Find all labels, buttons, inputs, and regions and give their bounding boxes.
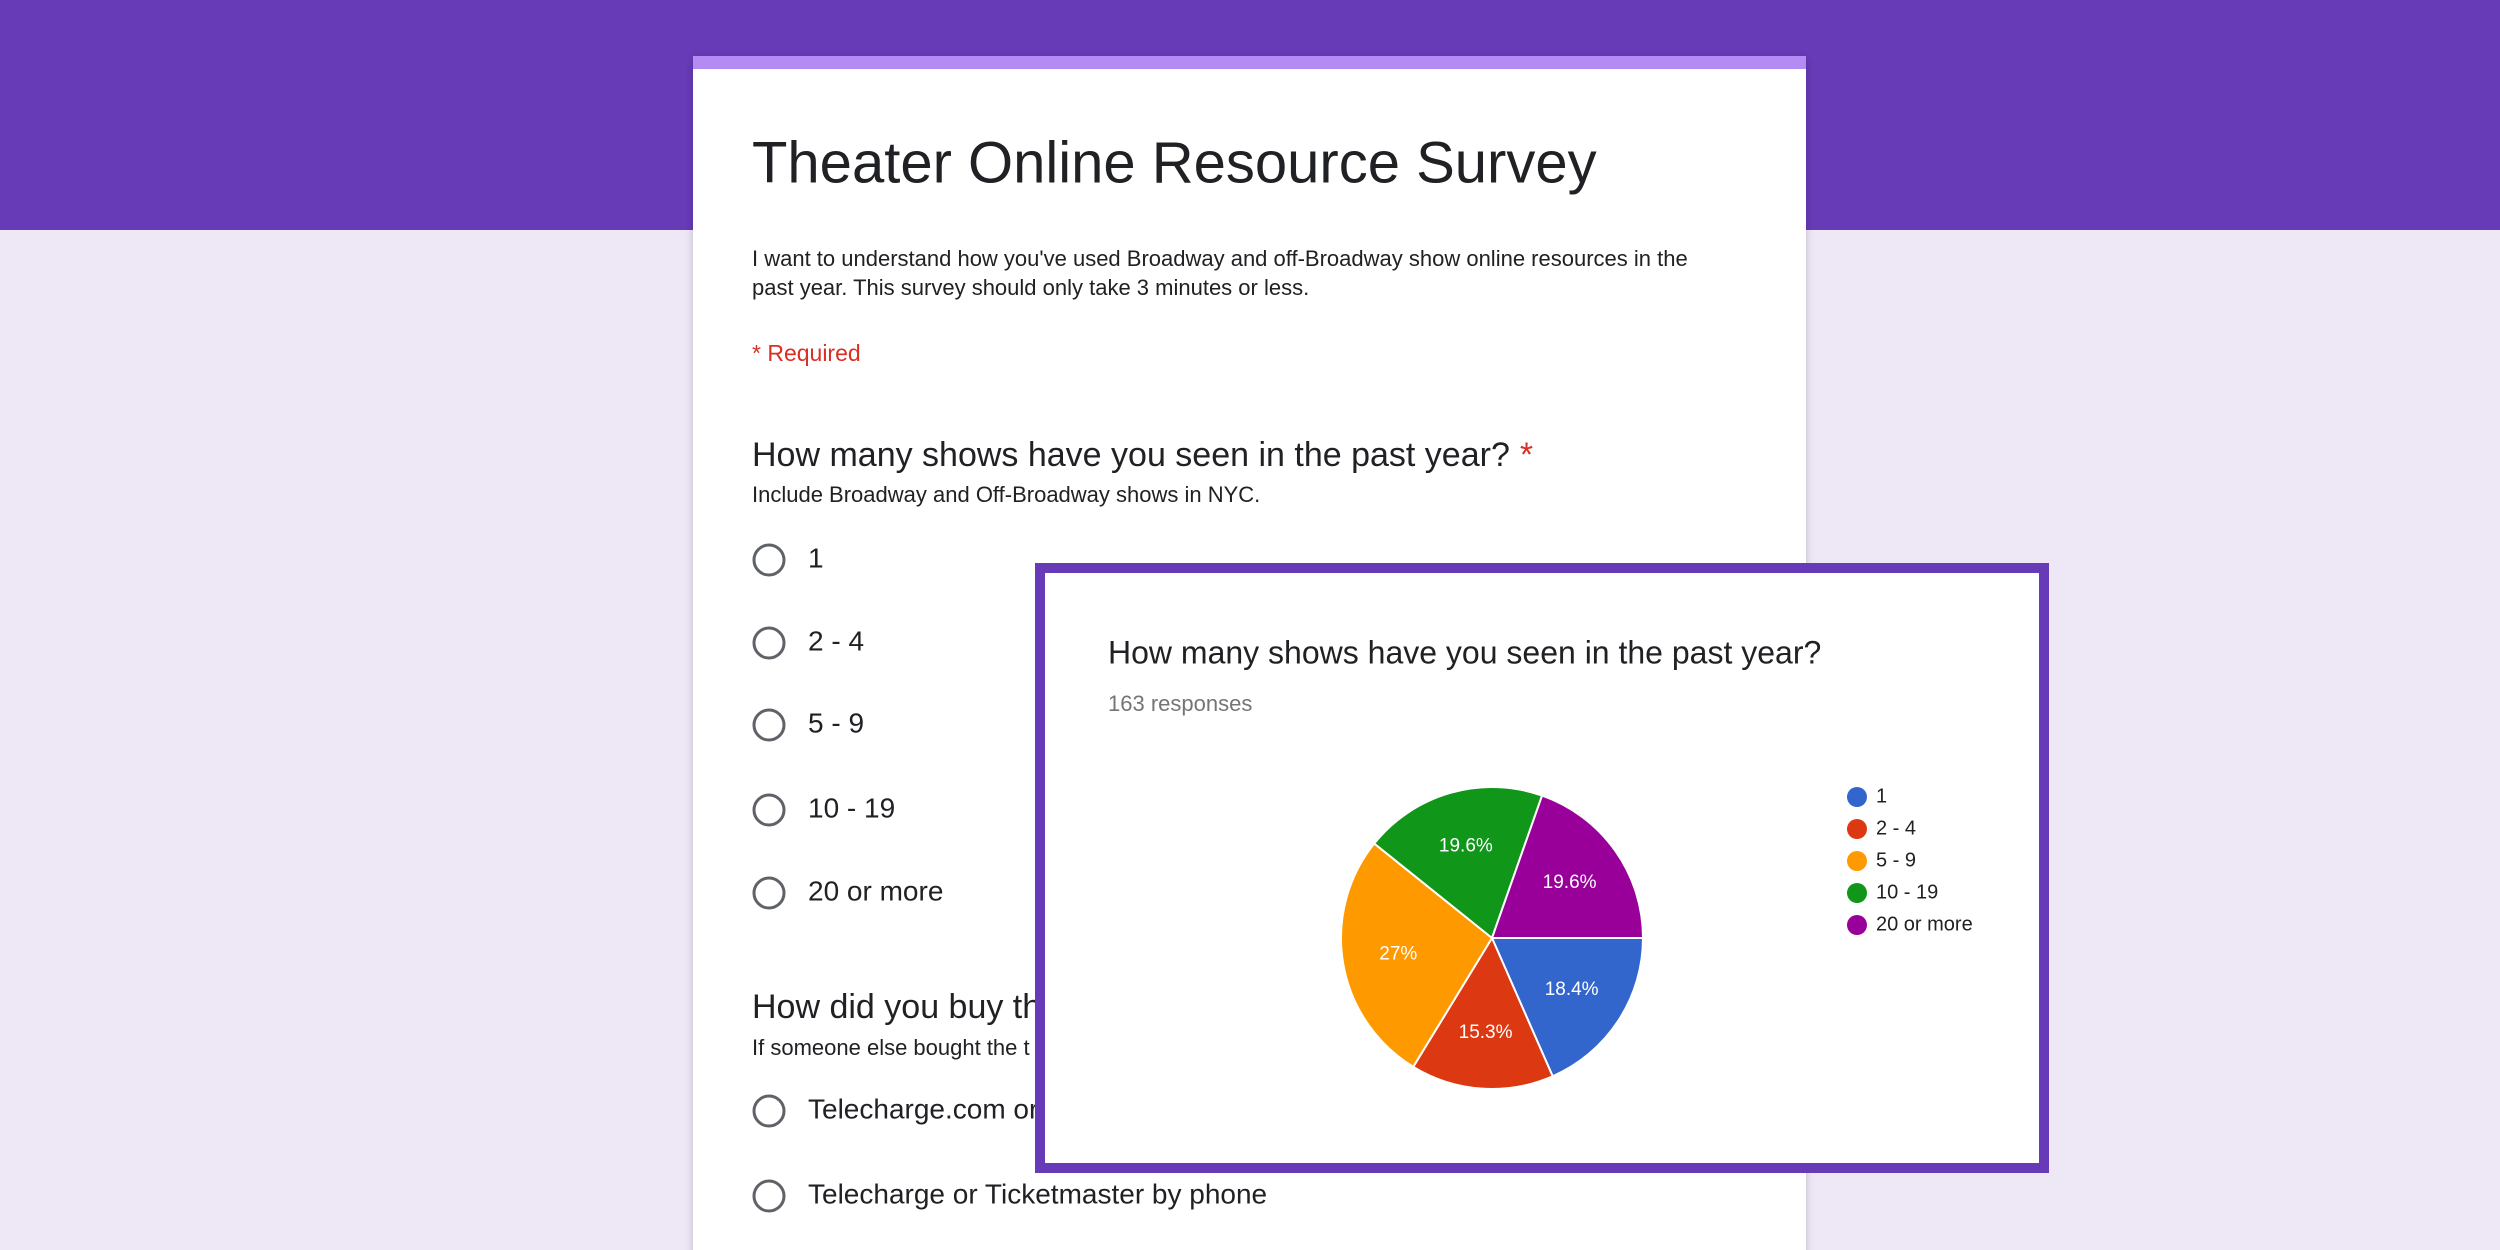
pie-slice bbox=[1490, 794, 1645, 939]
slice-label: 27% bbox=[1379, 943, 1417, 964]
legend-swatch bbox=[1847, 915, 1867, 935]
form-title: Theater Online Resource Survey bbox=[752, 130, 1597, 195]
chart-title: How many shows have you seen in the past… bbox=[1108, 634, 1821, 670]
option-label[interactable]: 20 or more bbox=[808, 875, 943, 906]
pie-slice bbox=[1490, 937, 1645, 1078]
radio-button[interactable] bbox=[752, 876, 786, 910]
legend-swatch bbox=[1847, 883, 1867, 903]
pie-slice bbox=[1340, 842, 1494, 1069]
option-label[interactable]: Telecharge.com or bbox=[808, 1093, 1038, 1124]
legend-swatch bbox=[1847, 787, 1867, 807]
legend-swatch bbox=[1847, 851, 1867, 871]
option-label[interactable]: 1 bbox=[808, 542, 824, 573]
questions: How many shows have you seen in the past… bbox=[752, 436, 1533, 1213]
question-text: How did you buy th bbox=[752, 988, 1041, 1026]
legend-label: 20 or more bbox=[1876, 913, 1973, 935]
chart-subtitle: 163 responses bbox=[1108, 691, 1252, 716]
form-description: past year. This survey should only take … bbox=[752, 275, 1309, 300]
radio-button[interactable] bbox=[752, 793, 786, 827]
legend-swatch bbox=[1847, 819, 1867, 839]
radio-button[interactable] bbox=[752, 626, 786, 660]
radio-button[interactable] bbox=[752, 1094, 786, 1128]
radio-button[interactable] bbox=[752, 1179, 786, 1213]
option-label[interactable]: 5 - 9 bbox=[808, 707, 864, 738]
radio-button[interactable] bbox=[752, 708, 786, 742]
slice-label: 15.3% bbox=[1459, 1022, 1513, 1043]
required-mark: * bbox=[1520, 436, 1533, 474]
pie-slice bbox=[1372, 786, 1544, 940]
slice-label: 18.4% bbox=[1545, 979, 1599, 1000]
legend-label: 10 - 19 bbox=[1876, 881, 1938, 903]
slice-label: 19.6% bbox=[1439, 836, 1493, 857]
question-text: How many shows have you seen in the past… bbox=[752, 436, 1510, 474]
legend-label: 2 - 4 bbox=[1876, 817, 1916, 839]
slice-label: 19.6% bbox=[1543, 872, 1597, 893]
radio-button[interactable] bbox=[752, 543, 786, 577]
option-label[interactable]: Telecharge or Ticketmaster by phone bbox=[808, 1178, 1267, 1209]
question-help: If someone else bought the t bbox=[752, 1035, 1030, 1060]
question-title: How many shows have you seen in the past… bbox=[752, 436, 1533, 474]
card-accent bbox=[693, 56, 1806, 69]
question-help: Include Broadway and Off-Broadway shows … bbox=[752, 482, 1260, 507]
question-title: How did you buy th bbox=[752, 988, 1041, 1026]
legend-label: 1 bbox=[1876, 785, 1887, 807]
pie-slice bbox=[1411, 935, 1554, 1090]
legend-label: 5 - 9 bbox=[1876, 849, 1916, 871]
required-note: * Required bbox=[752, 340, 861, 366]
form-description: I want to understand how you've used Bro… bbox=[752, 246, 1688, 271]
option-label[interactable]: 2 - 4 bbox=[808, 625, 864, 656]
option-label[interactable]: 10 - 19 bbox=[808, 792, 895, 823]
pie-chart: 18.4% 15.3% 27% 19.6% 19.6% 1 2 - 4 5 - 9 10 - 1… bbox=[1340, 785, 1973, 1090]
chart-popup: How many shows have you seen in the past… bbox=[1035, 563, 2049, 1173]
